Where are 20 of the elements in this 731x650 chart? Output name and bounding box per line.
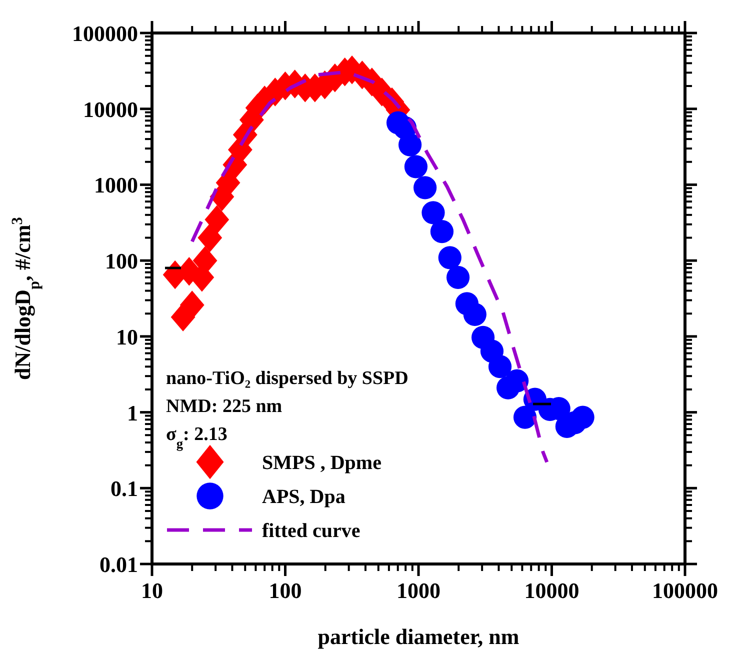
x-tick-label: 10: [141, 578, 163, 603]
x-tick-label: 10000: [524, 578, 580, 603]
x-tick-label: 100: [268, 578, 302, 603]
y-tick-label: 100: [105, 248, 138, 274]
legend-label: SMPS , Dpme: [262, 452, 382, 474]
y-tick-label: 10000: [83, 96, 138, 122]
y-tick-label: 0.1: [110, 476, 138, 502]
y-tick-label: 10: [116, 324, 138, 350]
x-axis-title: particle diameter, nm: [318, 624, 520, 649]
x-tick-label: 100000: [652, 578, 718, 603]
annotation: NMD: 225 nm: [166, 396, 282, 417]
y-tick-label: 1000: [94, 172, 138, 198]
y-tick-label: 100000: [72, 21, 138, 46]
y-tick-label: 1: [127, 400, 138, 426]
annotation: σ$_{g}$: 2.13: [166, 424, 228, 450]
annotation: nano-TiO₂ dispersed by SSPD: [166, 368, 408, 389]
y-tick-label: 0.01: [100, 552, 138, 577]
legend-label: APS, Dpa: [262, 486, 346, 508]
legend-label: fitted curve: [262, 520, 360, 542]
x-tick-label: 1000: [396, 578, 440, 603]
